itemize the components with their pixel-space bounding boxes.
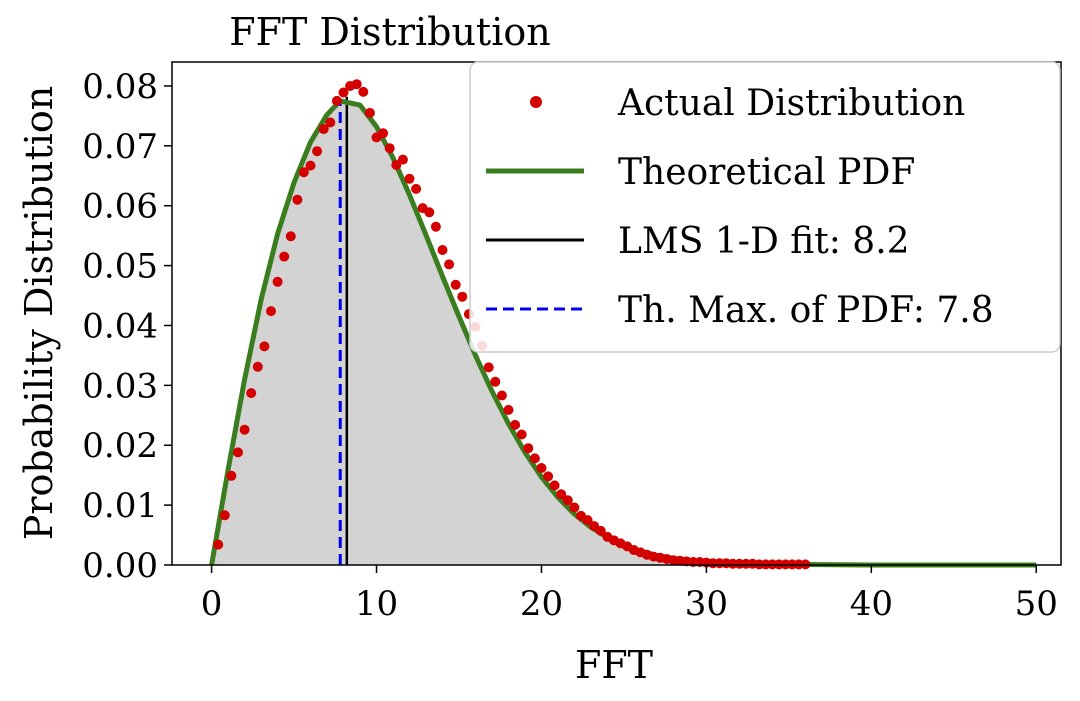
actual-point (351, 79, 362, 90)
actual-point (318, 124, 329, 135)
legend-label: Th. Max. of PDF: 7.8 (618, 290, 994, 331)
actual-point (543, 471, 554, 482)
actual-point (305, 160, 316, 171)
actual-point (536, 463, 547, 473)
actual-point (549, 480, 560, 491)
actual-point (529, 453, 540, 464)
actual-point (457, 291, 468, 302)
actual-point (496, 390, 507, 401)
actual-point (523, 443, 534, 454)
actual-point (226, 470, 237, 481)
legend: Actual Distribution Theoretical PDF LMS 1-… (469, 61, 1061, 353)
actual-point (450, 279, 461, 290)
actual-point (582, 515, 593, 526)
plot-area (209, 79, 1037, 570)
actual-point (338, 87, 349, 98)
actual-point (272, 276, 283, 287)
actual-point (444, 259, 455, 270)
actual-point (279, 251, 290, 262)
y-tick-label: 0.05 (82, 247, 158, 287)
y-tick-label: 0.03 (82, 366, 158, 406)
actual-point (219, 510, 230, 521)
actual-point (252, 361, 263, 372)
legend-label: LMS 1-D fit: 8.2 (618, 221, 910, 262)
actual-point (213, 539, 224, 550)
actual-point (411, 183, 422, 194)
y-tick-label: 0.00 (82, 546, 158, 586)
actual-point (490, 376, 501, 387)
x-tick-label: 0 (201, 584, 223, 624)
x-tick-label: 30 (685, 584, 728, 624)
x-tick-label: 10 (355, 584, 398, 624)
actual-point (556, 489, 567, 500)
y-tick-label: 0.08 (82, 67, 158, 107)
actual-point (503, 404, 514, 415)
actual-point (562, 495, 573, 506)
x-axis: 0 10 20 30 40 50 (201, 565, 1058, 624)
x-tick-label: 50 (1015, 584, 1058, 624)
actual-point (516, 429, 527, 440)
actual-point (569, 502, 580, 513)
y-axis: 0.00 0.01 0.02 0.03 0.04 0.05 0.06 0.07 0.08 (82, 67, 172, 586)
actual-point (285, 231, 296, 242)
actual-point (437, 245, 448, 255)
actual-point (510, 419, 521, 430)
x-axis-label: FFT (575, 643, 653, 687)
actual-point (384, 143, 395, 154)
actual-point (239, 424, 250, 435)
actual-point (378, 128, 389, 139)
chart-title: FFT Distribution (229, 10, 550, 54)
legend-marker-actual (530, 96, 542, 108)
legend-label: Actual Distribution (617, 83, 965, 124)
actual-point (298, 167, 309, 178)
legend-box (469, 61, 1061, 353)
actual-point (233, 447, 243, 458)
x-tick-label: 40 (850, 584, 893, 624)
actual-point (246, 388, 257, 399)
x-tick-label: 20 (520, 584, 563, 624)
y-tick-label: 0.02 (82, 426, 158, 466)
y-tick-label: 0.04 (82, 306, 158, 346)
actual-point (397, 154, 408, 165)
actual-point (266, 306, 276, 317)
actual-point (292, 194, 303, 205)
legend-label: Theoretical PDF (618, 152, 915, 193)
actual-point (430, 221, 441, 232)
actual-point (364, 107, 375, 118)
actual-point (358, 86, 369, 97)
actual-point (424, 207, 435, 218)
y-axis-label: Probability Distribution (17, 86, 61, 540)
y-tick-label: 0.01 (82, 486, 158, 526)
actual-point (391, 160, 402, 170)
y-tick-label: 0.06 (82, 187, 158, 227)
y-tick-label: 0.07 (82, 127, 158, 167)
actual-point (325, 117, 336, 128)
actual-point (483, 362, 494, 373)
actual-point (595, 525, 606, 536)
actual-point (312, 146, 323, 157)
actual-point (259, 341, 270, 352)
actual-point (331, 95, 342, 106)
actual-point (404, 173, 415, 184)
